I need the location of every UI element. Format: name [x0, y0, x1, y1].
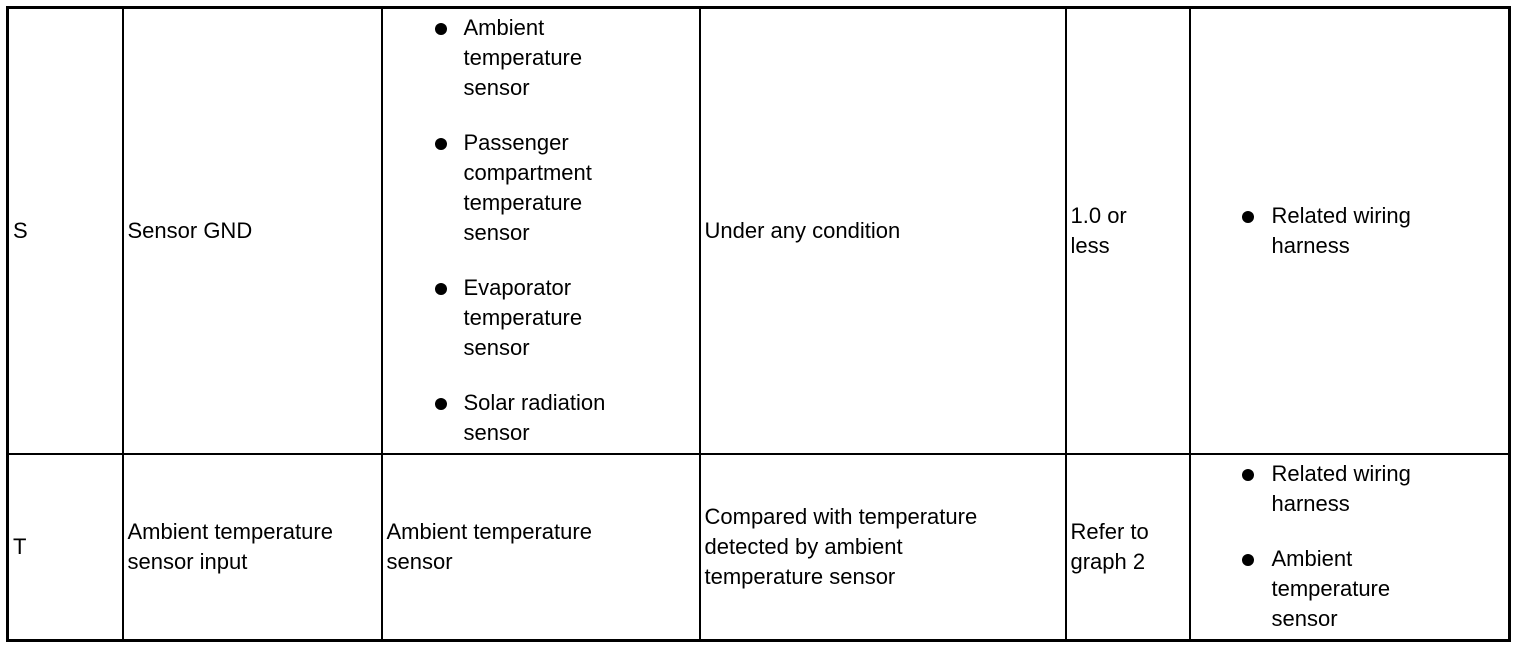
value-cell: 1.0 or less [1064, 6, 1191, 455]
bullet-icon [434, 398, 447, 411]
description-cell: Sensor GND [121, 6, 383, 455]
check-items-list: Related wiring harness [1195, 201, 1449, 261]
list-item: Evaporator temperature sensor [387, 273, 639, 363]
list-item: Related wiring harness [1195, 201, 1449, 261]
list-item: Passenger compartment temperature sensor [387, 128, 639, 248]
bullet-icon [434, 23, 447, 36]
check-items-list: Related wiring harness Ambient temperatu… [1195, 459, 1429, 634]
list-item: Solar radiation sensor [387, 388, 639, 448]
check-items-cell: Related wiring harness Ambient temperatu… [1188, 452, 1511, 642]
table-row: T Ambient temperature sensor input Ambie… [6, 452, 1511, 642]
terminal-cell: T [6, 452, 124, 642]
bullet-icon [1241, 210, 1254, 223]
connected-items-list: Ambient temperature sensor Passenger com… [387, 13, 639, 448]
bullet-icon [434, 283, 447, 296]
list-item: Ambient temperature sensor [1195, 544, 1429, 634]
value-cell: Refer to graph 2 [1064, 452, 1191, 642]
condition-cell: Compared with temperature detected by am… [698, 452, 1067, 642]
bullet-icon [1241, 554, 1254, 567]
connected-item-cell: Ambient temperature sensor [380, 452, 701, 642]
connected-items-cell: Ambient temperature sensor Passenger com… [380, 6, 701, 455]
bullet-icon [1241, 469, 1254, 482]
list-item: Ambient temperature sensor [387, 13, 639, 103]
condition-cell: Under any condition [698, 6, 1067, 455]
table-row: S Sensor GND Ambient temperature sensor … [6, 6, 1511, 455]
terminal-inspection-table: S Sensor GND Ambient temperature sensor … [6, 6, 1511, 642]
description-cell: Ambient temperature sensor input [121, 452, 383, 642]
list-item: Related wiring harness [1195, 459, 1429, 519]
terminal-cell: S [6, 6, 124, 455]
bullet-icon [434, 138, 447, 151]
check-items-cell: Related wiring harness [1188, 6, 1511, 455]
